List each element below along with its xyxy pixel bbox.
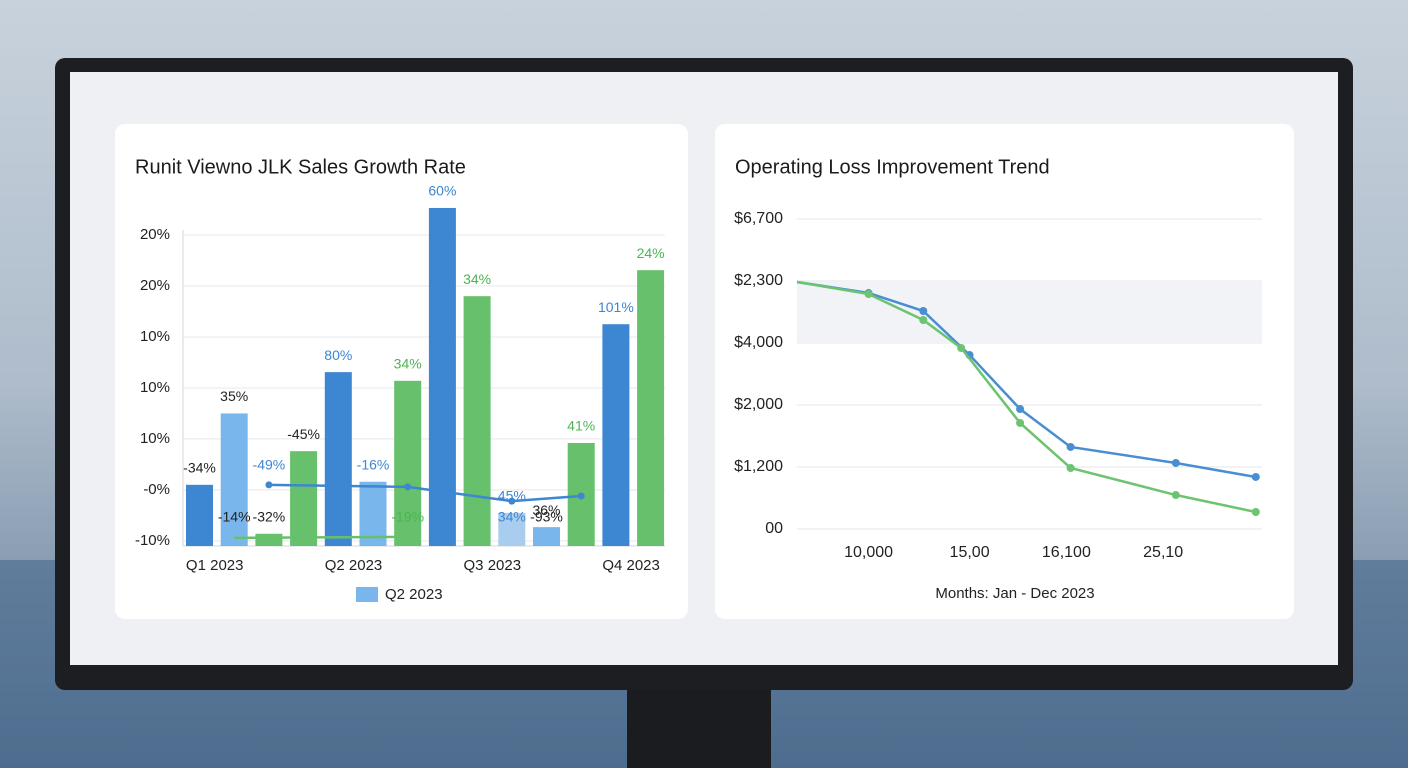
y-tick-label: $1,200 — [734, 458, 783, 475]
line-point — [1171, 491, 1180, 500]
line-point — [1066, 463, 1075, 472]
y-tick-label: -0% — [143, 481, 170, 498]
trend-line — [268, 483, 582, 503]
y-tick-label: 20% — [140, 226, 170, 243]
line-point — [919, 315, 928, 324]
bar — [637, 270, 665, 546]
line-point — [508, 497, 516, 505]
bar — [186, 484, 213, 546]
chart-title: Operating Loss Improvement Trend — [735, 156, 1050, 178]
legend-swatch — [356, 587, 378, 602]
x-tick-label: Q2 2023 — [325, 557, 383, 574]
x-tick-label: Q1 2023 — [186, 557, 244, 574]
data-label: -34% — [183, 460, 216, 476]
line-point — [919, 307, 928, 316]
y-tick-label: 20% — [140, 277, 170, 294]
monitor-stand — [627, 690, 771, 768]
bar — [255, 533, 283, 546]
bar — [602, 324, 630, 546]
line-point — [577, 492, 585, 500]
data-label: -19% — [391, 509, 424, 525]
bar — [394, 380, 422, 546]
line-point — [404, 483, 412, 491]
x-tick-label: Q3 2023 — [464, 557, 522, 574]
line-point — [1016, 405, 1025, 414]
x-tick-label: 25,10 — [1143, 544, 1183, 561]
bar — [533, 527, 560, 546]
line-point — [1066, 442, 1075, 451]
line-point — [957, 344, 966, 353]
bar — [359, 481, 387, 546]
data-label: 41% — [567, 418, 595, 434]
bar — [290, 451, 318, 546]
card — [115, 124, 688, 619]
line-point — [864, 290, 873, 299]
card — [715, 124, 1294, 619]
bar — [220, 413, 248, 546]
data-label: 35% — [220, 388, 248, 404]
bar — [463, 296, 491, 546]
line-point — [1251, 472, 1260, 481]
legend-label: Q2 2023 — [385, 586, 443, 603]
data-label: -32% — [253, 508, 286, 524]
data-label: -14% — [218, 509, 251, 525]
x-tick-label: Q4 2023 — [602, 557, 660, 574]
y-tick-label: $2,000 — [734, 396, 783, 413]
data-label: -16% — [357, 456, 390, 472]
data-label: 60% — [428, 183, 456, 199]
data-label: 80% — [324, 347, 352, 363]
line-point — [1171, 458, 1180, 467]
data-label: 24% — [637, 245, 665, 261]
line-point — [1016, 418, 1025, 427]
line-point — [265, 481, 273, 489]
data-label: 101% — [598, 299, 634, 315]
chart-title: Runit Viewno JLK Sales Growth Rate — [135, 156, 466, 178]
data-label: 36% — [532, 502, 560, 518]
y-tick-label: $4,000 — [734, 334, 783, 351]
line — [796, 280, 1257, 479]
y-tick-label: $2,300 — [734, 272, 783, 289]
data-label: 34% — [463, 271, 491, 287]
highlight-band — [797, 282, 1262, 342]
x-axis-title: Months: Jan - Dec 2023 — [935, 585, 1094, 602]
bar — [428, 207, 456, 546]
x-tick-label: 16,100 — [1042, 544, 1091, 561]
data-label: -93% — [530, 509, 563, 525]
y-tick-label: -10% — [135, 532, 170, 549]
trend-line — [234, 535, 408, 540]
data-label: -45% — [287, 426, 320, 442]
line-point — [1251, 508, 1260, 517]
y-tick-label: 10% — [140, 430, 170, 447]
data-label: 34% — [394, 356, 422, 372]
x-tick-label: 10,000 — [844, 544, 893, 561]
bar — [498, 512, 526, 546]
y-tick-label: $6,700 — [734, 210, 783, 227]
data-label: 34% — [498, 509, 526, 525]
y-tick-label: 10% — [140, 328, 170, 345]
y-tick-label: 10% — [140, 379, 170, 396]
bar — [324, 372, 352, 546]
x-tick-label: 15,00 — [950, 544, 990, 561]
data-label: -49% — [253, 457, 286, 473]
line — [796, 280, 1257, 514]
y-tick-label: 00 — [765, 520, 783, 537]
